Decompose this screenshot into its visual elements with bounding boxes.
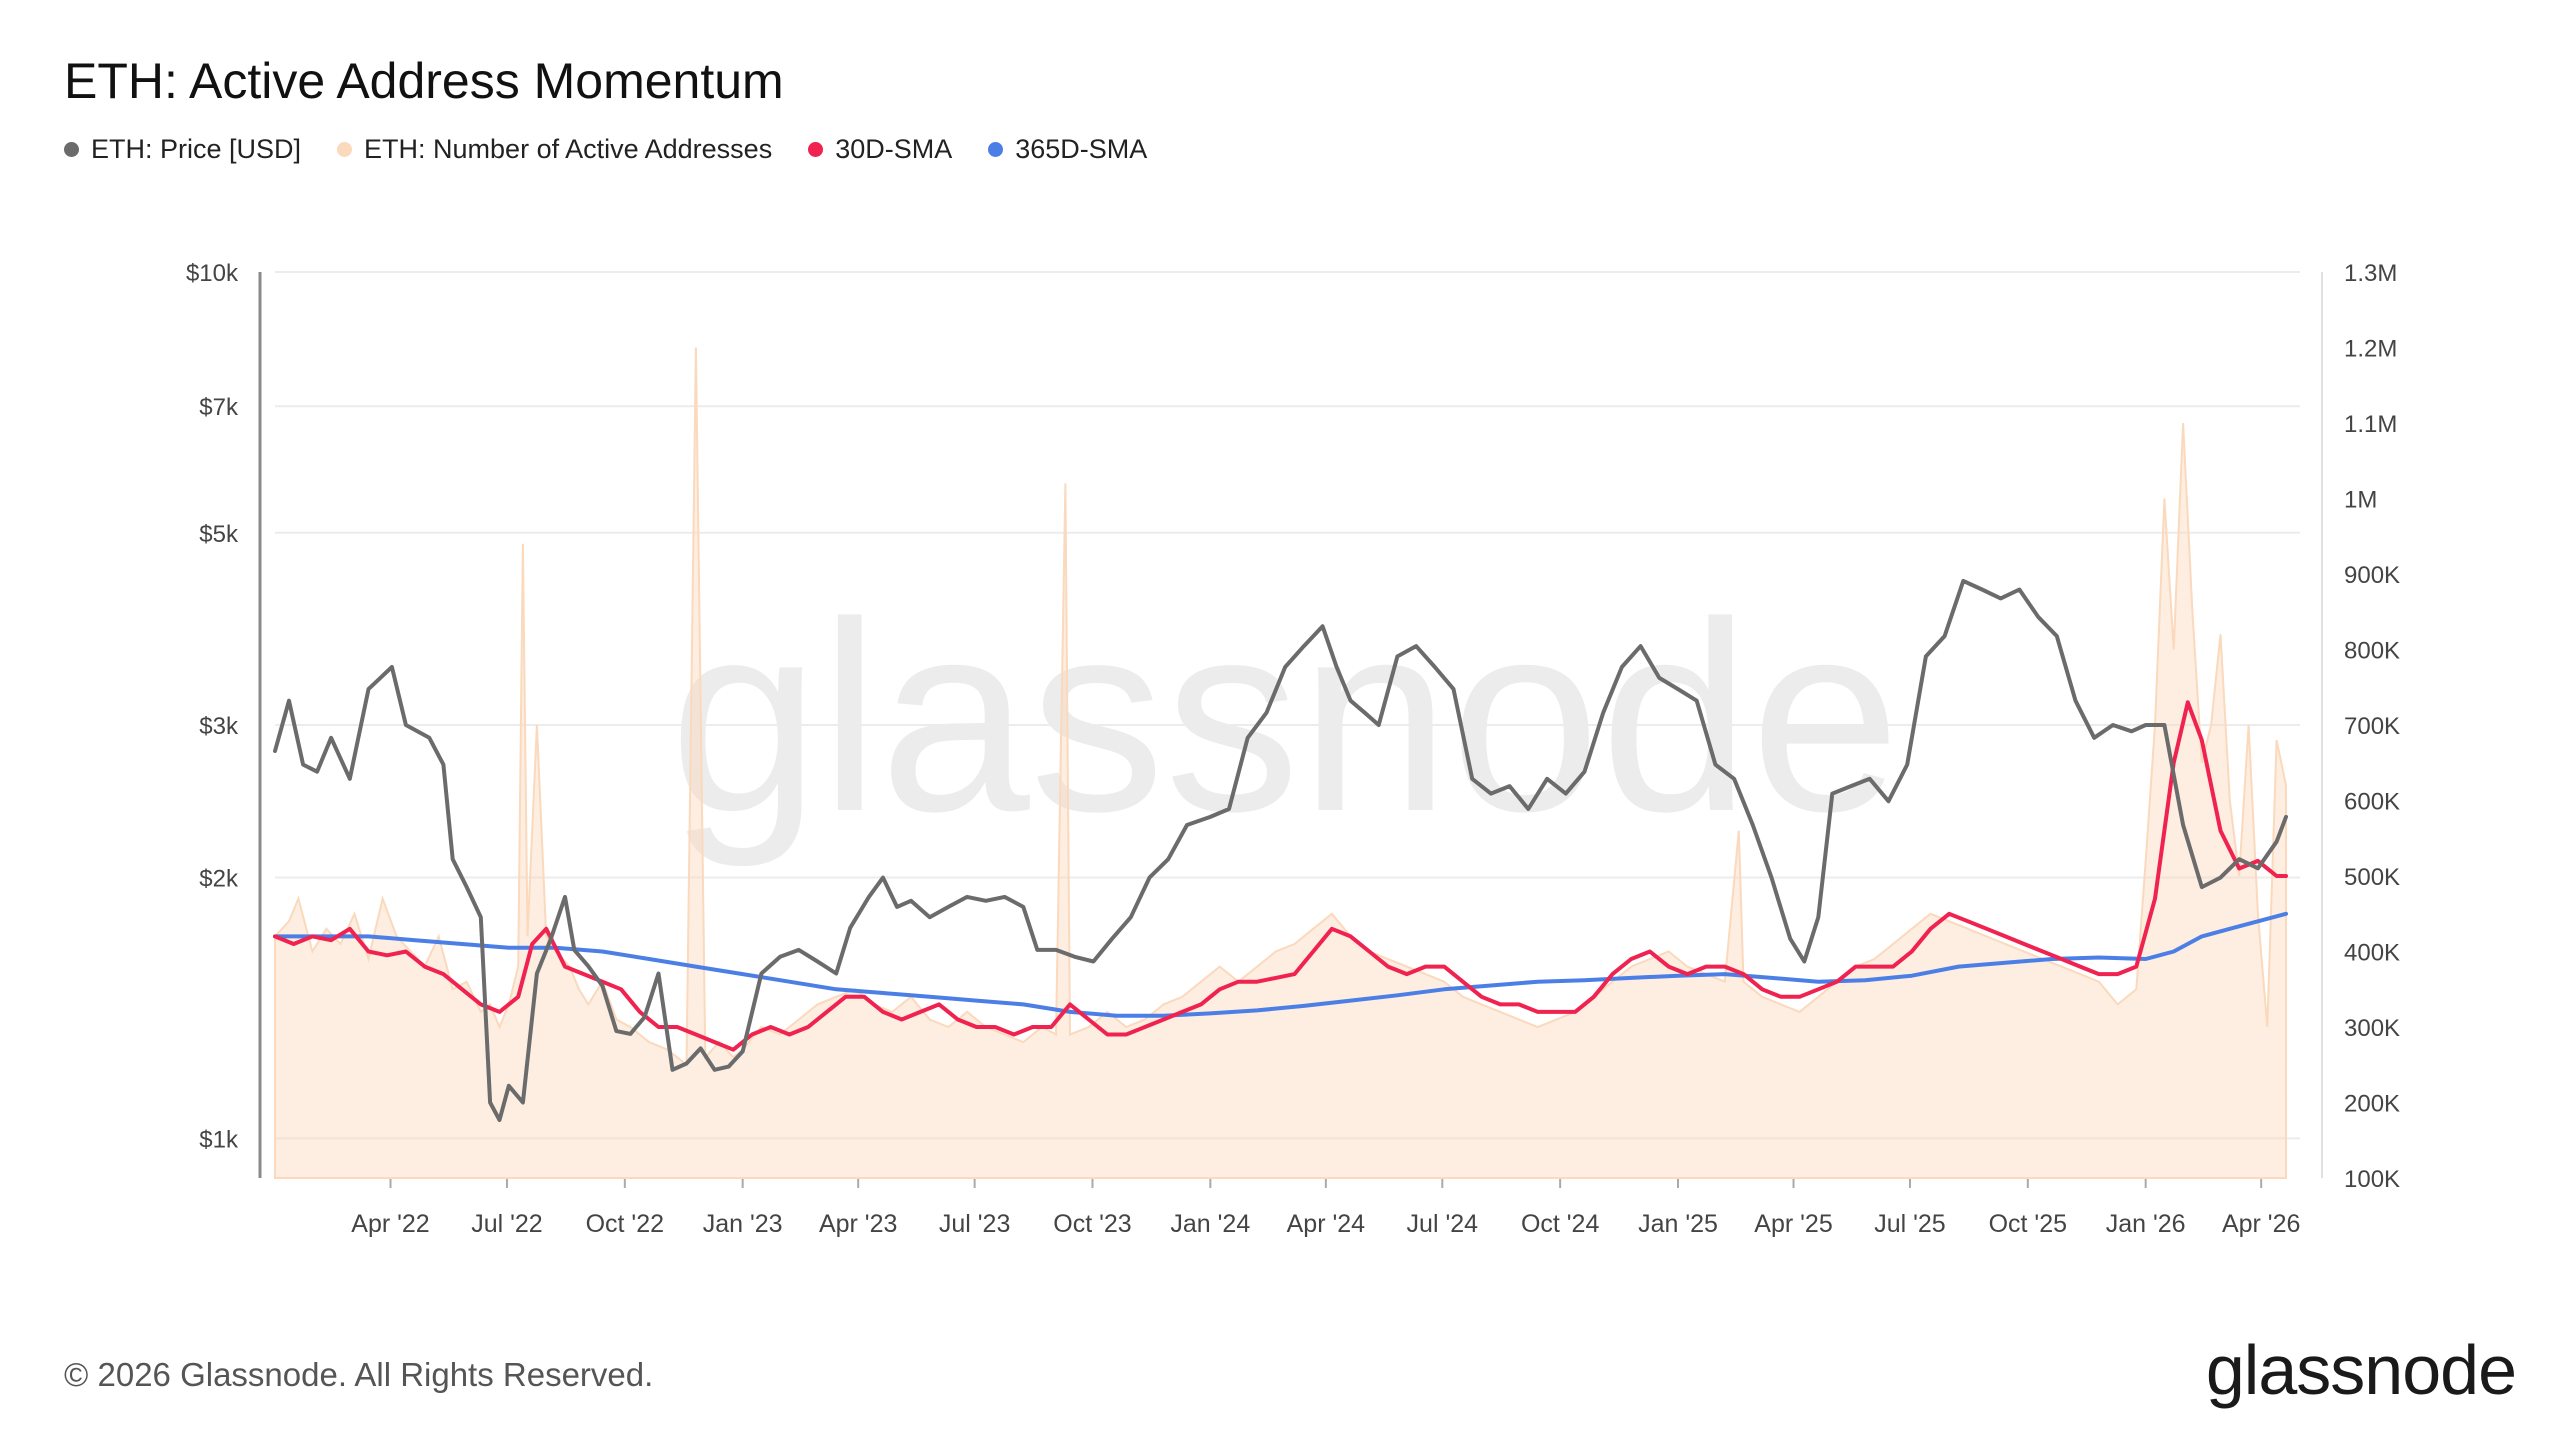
legend-item-active-addresses[interactable]: ETH: Number of Active Addresses: [337, 134, 772, 165]
right-tick-label-10: 300K: [2344, 1015, 2400, 1042]
right-tick-label-6: 700K: [2344, 713, 2400, 740]
right-tick-label-5: 800K: [2344, 638, 2400, 665]
legend-dot-active-addresses: [337, 142, 353, 157]
x-tick-label-2: Oct '22: [586, 1210, 664, 1238]
series-30d-sma: [273, 700, 2288, 1052]
legend-label-30d-sma: 30D-SMA: [835, 134, 953, 164]
x-tick-label-15: Jan '26: [2106, 1210, 2186, 1238]
watermark: glassnode: [670, 567, 1901, 869]
chart-title: ETH: Active Address Momentum: [64, 53, 784, 109]
right-axis: 1.3M 1.2M 1.1M 1M 900K 800K 700K 600K 500K 400K 30…: [2344, 260, 2400, 1193]
right-tick-label-8: 500K: [2344, 864, 2400, 891]
legend-label-price: ETH: Price [USD]: [91, 134, 302, 164]
x-tick-label-7: Jan '24: [1170, 1210, 1250, 1238]
x-tick-label-11: Jan '25: [1638, 1210, 1718, 1238]
legend-dot-30d-sma: [808, 142, 824, 157]
right-tick-label-3: 1M: [2344, 487, 2377, 514]
brand-logo[interactable]: glassnode: [2205, 1331, 2517, 1409]
x-tick-label-4: Apr '23: [819, 1210, 897, 1238]
x-tick-label-8: Apr '24: [1287, 1210, 1366, 1238]
series-layer: [273, 347, 2288, 1179]
x-tick-label-13: Jul '25: [1874, 1210, 1945, 1238]
x-tick-label-5: Jul '23: [939, 1210, 1010, 1238]
x-tick-label-10: Oct '24: [1521, 1210, 1600, 1238]
x-tick-label-1: Jul '22: [471, 1210, 542, 1238]
left-tick-label-1: $7k: [199, 394, 239, 421]
x-tick-label-0: Apr '22: [351, 1210, 429, 1238]
right-tick-label-11: 200K: [2344, 1091, 2400, 1118]
legend-dot-365d-sma: [988, 142, 1004, 157]
x-tick-label-6: Oct '23: [1053, 1210, 1131, 1238]
legend-dot-price: [64, 142, 79, 157]
grid: [275, 271, 2300, 1140]
series-price: [273, 578, 2288, 1122]
left-tick-label-0: $10k: [186, 260, 239, 287]
x-axis: Apr '22 Jul '22 Oct '22 Jan '23 Apr '23 Jul '…: [351, 1178, 2300, 1238]
right-tick-label-0: 1.3M: [2344, 260, 2397, 287]
right-tick-label-12: 100K: [2344, 1166, 2400, 1193]
legend: ETH: Price [USD] ETH: Number of Active A…: [64, 134, 1147, 165]
series-365d-sma: [273, 911, 2288, 1018]
left-tick-label-2: $5k: [199, 521, 239, 548]
right-tick-label-2: 1.1M: [2344, 411, 2397, 438]
right-tick-label-9: 400K: [2344, 940, 2400, 967]
x-tick-label-9: Jul '24: [1407, 1210, 1479, 1238]
right-tick-label-1: 1.2M: [2344, 336, 2397, 363]
left-tick-label-3: $3k: [199, 713, 239, 740]
x-tick-label-12: Apr '25: [1754, 1210, 1832, 1238]
legend-item-price[interactable]: ETH: Price [USD]: [64, 134, 301, 165]
x-tick-label-3: Jan '23: [703, 1210, 783, 1238]
legend-item-30d-sma[interactable]: 30D-SMA: [808, 134, 952, 165]
x-tick-label-16: Apr '26: [2222, 1210, 2300, 1238]
x-tick-label-14: Oct '25: [1989, 1210, 2067, 1238]
copyright: © 2026 Glassnode. All Rights Reserved.: [64, 1356, 654, 1393]
left-axis: $10k $7k $5k $3k $2k $1k: [186, 260, 239, 1153]
legend-label-365d-sma: 365D-SMA: [1015, 134, 1148, 164]
right-tick-label-4: 900K: [2344, 562, 2400, 589]
right-tick-label-7: 600K: [2344, 789, 2400, 816]
left-tick-label-4: $2k: [199, 866, 239, 893]
legend-item-365d-sma[interactable]: 365D-SMA: [988, 134, 1147, 165]
legend-label-active-addresses: ETH: Number of Active Addresses: [364, 134, 773, 164]
left-tick-label-5: $1k: [199, 1126, 239, 1153]
